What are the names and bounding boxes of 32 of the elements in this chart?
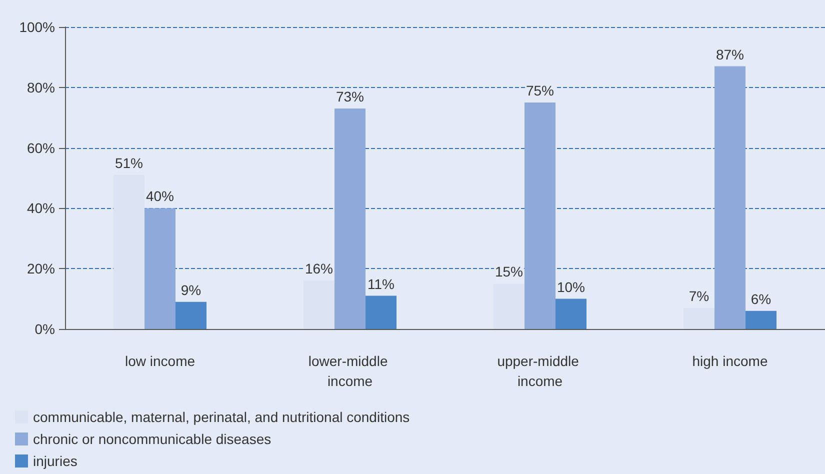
y-tick-label: 20%: [26, 260, 55, 277]
legend-label: injuries: [33, 453, 78, 469]
legend-label: chronic or noncommunicable diseases: [33, 431, 272, 447]
data-label: 73%: [336, 88, 364, 105]
y-tick-label: 80%: [26, 79, 55, 96]
bar: [714, 66, 746, 329]
bar: [524, 102, 556, 329]
data-label: 87%: [716, 46, 744, 62]
bar: [746, 310, 776, 329]
y-tick-label: 0%: [34, 321, 55, 337]
data-label: 16%: [304, 260, 334, 277]
y-tick-label: 60%: [26, 140, 55, 156]
x-tick-label: upper-middle income: [497, 353, 583, 389]
data-label: 7%: [688, 288, 710, 304]
x-tick-label: high income: [692, 353, 768, 369]
data-label: 11%: [368, 276, 394, 292]
y-tick-label: 40%: [26, 200, 55, 216]
data-label: 51%: [114, 154, 144, 171]
bar: [556, 298, 586, 329]
x-tick-label: low income: [124, 353, 196, 369]
data-label: 10%: [556, 278, 586, 295]
data-label: 9%: [180, 282, 202, 298]
data-label: 75%: [526, 82, 554, 98]
bar: [334, 108, 366, 329]
legend-label: communicable, maternal, perinatal, and nutritional conditions: [33, 409, 410, 425]
data-label: 6%: [750, 290, 772, 307]
bar: [176, 302, 206, 329]
y-tick-label: 100%: [19, 19, 55, 35]
bar: [366, 296, 396, 329]
x-tick-label: lower-middle income: [308, 353, 392, 389]
data-label: 15%: [494, 264, 524, 280]
data-label: 40%: [146, 188, 174, 204]
